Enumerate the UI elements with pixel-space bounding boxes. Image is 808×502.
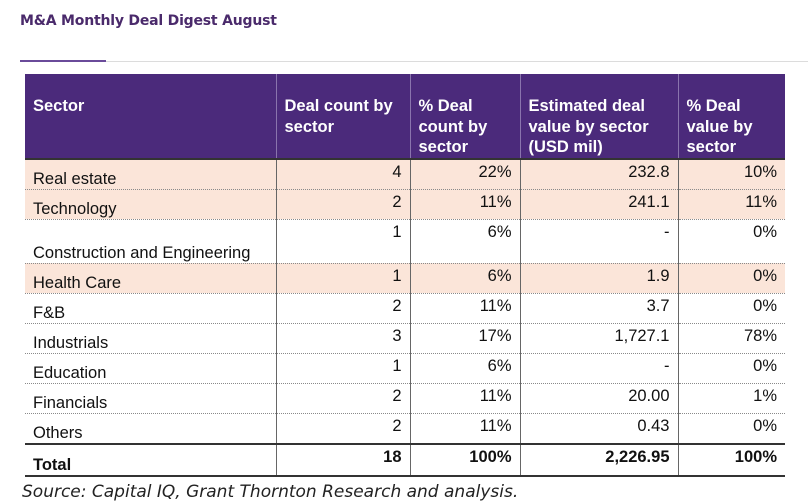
deal-table: Sector Deal count by sector % Deal count… — [25, 74, 785, 477]
cell-value: 232.8 — [520, 157, 679, 190]
table-row: Industrials 3 17% 1,727.1 78% — [25, 323, 785, 354]
cell-sector: F&B — [25, 293, 277, 324]
cell-count: 2 — [276, 293, 411, 324]
cell-value-pct: 78% — [678, 323, 785, 354]
table-total-row: Total 18 100% 2,226.95 100% — [25, 442, 785, 477]
cell-count: 1 — [276, 219, 411, 264]
cell-sector: Industrials — [25, 323, 277, 354]
cell-count-pct: 11% — [410, 383, 521, 414]
cell-count-pct: 11% — [410, 189, 521, 220]
cell-count: 4 — [276, 157, 411, 190]
cell-count: 2 — [276, 383, 411, 414]
table-row: Construction and Engineering 1 6% - 0% — [25, 219, 785, 264]
table-row: Education 1 6% - 0% — [25, 353, 785, 384]
cell-value: 241.1 — [520, 189, 679, 220]
cell-sector: Health Care — [25, 263, 277, 294]
table-row: Health Care 1 6% 1.9 0% — [25, 263, 785, 294]
cell-sector: Construction and Engineering — [25, 219, 277, 264]
cell-value-pct: 0% — [678, 219, 785, 264]
cell-count: 2 — [276, 413, 411, 444]
cell-value-pct: 11% — [678, 189, 785, 220]
total-value-pct: 100% — [678, 442, 785, 477]
column-header-sector: Sector — [25, 74, 277, 159]
cell-value-pct: 0% — [678, 293, 785, 324]
column-header-deal-value: Estimated deal value by sector (USD mil) — [520, 74, 679, 159]
cell-count: 3 — [276, 323, 411, 354]
cell-value-pct: 0% — [678, 413, 785, 444]
table-row: Real estate 4 22% 232.8 10% — [25, 157, 785, 190]
table-row: Others 2 11% 0.43 0% — [25, 413, 785, 444]
source-note: Source: Capital IQ, Grant Thornton Resea… — [22, 482, 519, 502]
cell-count-pct: 17% — [410, 323, 521, 354]
cell-value: - — [520, 219, 679, 264]
cell-sector: Technology — [25, 189, 277, 220]
cell-value: - — [520, 353, 679, 384]
title-accent-bar — [20, 60, 106, 62]
cell-sector: Others — [25, 413, 277, 444]
cell-count: 2 — [276, 189, 411, 220]
cell-value-pct: 1% — [678, 383, 785, 414]
table-header-row: Sector Deal count by sector % Deal count… — [25, 74, 785, 159]
table-row: F&B 2 11% 3.7 0% — [25, 293, 785, 324]
cell-sector: Real estate — [25, 157, 277, 190]
cell-value: 1,727.1 — [520, 323, 679, 354]
cell-value: 1.9 — [520, 263, 679, 294]
total-label: Total — [25, 442, 277, 477]
cell-value-pct: 0% — [678, 263, 785, 294]
cell-count-pct: 6% — [410, 353, 521, 384]
page-title: M&A Monthly Deal Digest August — [20, 13, 277, 29]
cell-count-pct: 6% — [410, 263, 521, 294]
cell-value-pct: 10% — [678, 157, 785, 190]
cell-count: 1 — [276, 263, 411, 294]
column-header-deal-value-pct: % Deal value by sector — [678, 74, 785, 159]
table-row: Financials 2 11% 20.00 1% — [25, 383, 785, 414]
cell-count-pct: 22% — [410, 157, 521, 190]
cell-value-pct: 0% — [678, 353, 785, 384]
total-count-pct: 100% — [410, 442, 521, 477]
cell-sector: Education — [25, 353, 277, 384]
cell-count-pct: 11% — [410, 413, 521, 444]
cell-count-pct: 11% — [410, 293, 521, 324]
column-header-deal-count: Deal count by sector — [276, 74, 411, 159]
cell-value: 0.43 — [520, 413, 679, 444]
cell-count-pct: 6% — [410, 219, 521, 264]
cell-value: 20.00 — [520, 383, 679, 414]
table-row: Technology 2 11% 241.1 11% — [25, 189, 785, 220]
cell-count: 1 — [276, 353, 411, 384]
cell-value: 3.7 — [520, 293, 679, 324]
total-value: 2,226.95 — [520, 442, 679, 477]
column-header-deal-count-pct: % Deal count by sector — [410, 74, 521, 159]
total-count: 18 — [276, 442, 411, 477]
title-divider — [106, 61, 808, 62]
cell-sector: Financials — [25, 383, 277, 414]
